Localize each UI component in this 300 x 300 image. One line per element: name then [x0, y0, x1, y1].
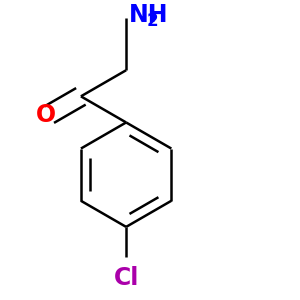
Text: Cl: Cl — [113, 266, 139, 290]
Text: 2: 2 — [146, 12, 158, 30]
Text: O: O — [36, 103, 56, 127]
Text: NH: NH — [129, 3, 169, 27]
